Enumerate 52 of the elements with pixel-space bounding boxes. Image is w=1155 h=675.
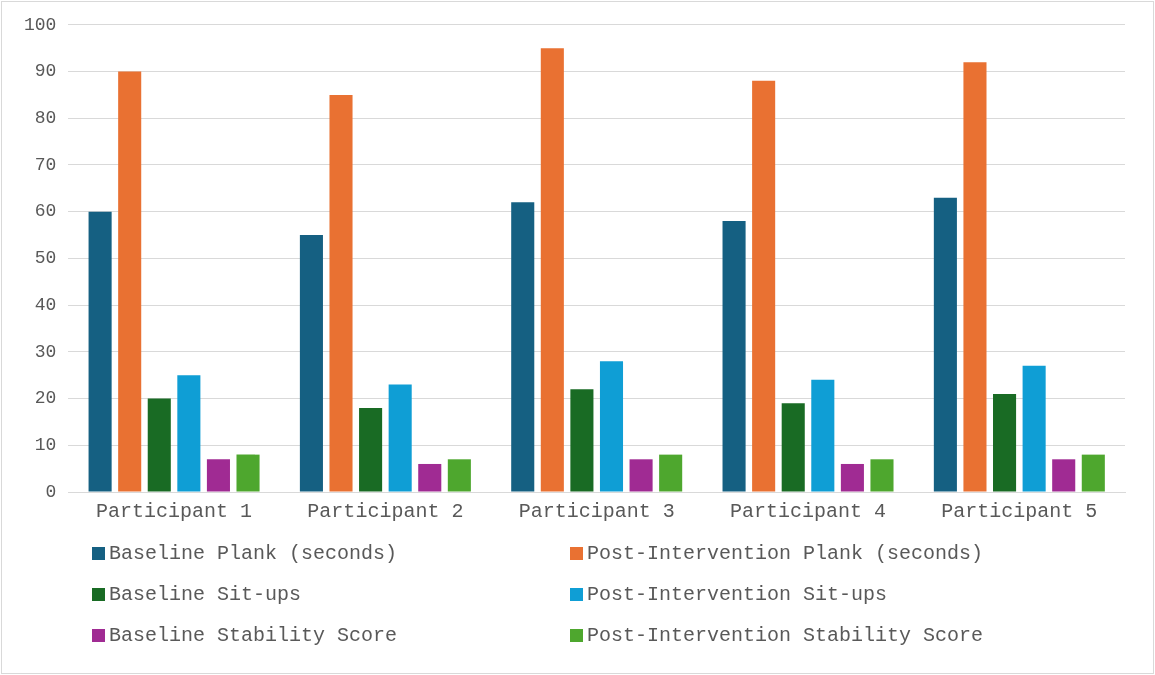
bar [206,459,230,492]
bar [599,361,624,492]
bar [933,197,957,492]
bar [299,235,323,492]
bar [722,221,746,492]
legend-label: Post-Intervention Plank (seconds) [587,542,984,565]
y-tick-label: 30 [34,341,57,362]
bar [236,454,260,492]
x-tick-label: Participant 4 [730,500,887,524]
bar [993,393,1017,492]
bar [629,459,653,492]
y-tick-label: 60 [34,201,57,222]
bar [329,94,353,492]
bar [511,202,535,492]
bar [1081,454,1105,492]
bar [88,211,112,492]
x-tick-label: Participant 1 [96,500,253,524]
bar [870,459,894,492]
y-tick-label: 100 [24,14,57,35]
bar [418,463,442,492]
x-tick-label: Participant 2 [307,500,464,524]
bar [540,48,564,492]
bar [963,62,987,492]
y-tick-label: 70 [34,154,57,175]
legend-label: Baseline Stability Score [109,624,398,647]
bar [840,463,864,492]
x-tick-label: Participant 5 [941,500,1098,524]
y-tick-label: 50 [34,248,57,269]
y-tick-label: 0 [45,481,57,502]
bar [359,407,383,492]
bar [388,384,412,492]
bar [118,71,142,492]
y-tick-label: 40 [34,294,57,315]
y-tick-label: 90 [34,61,57,82]
y-tick-label: 80 [34,108,57,129]
bar [147,398,171,492]
legend-label: Baseline Plank (seconds) [109,542,398,565]
bar [177,375,201,492]
bar [752,80,776,492]
bar [570,389,594,492]
bar [811,379,835,492]
bar [1052,459,1076,492]
x-tick-label: Participant 3 [518,500,675,524]
bar [781,403,805,492]
bar [447,459,471,492]
legend-label: Post-Intervention Stability Score [587,624,984,647]
y-tick-label: 20 [34,388,57,409]
bar [1022,365,1046,492]
y-tick-label: 10 [34,435,57,456]
legend-label: Post-Intervention Sit-ups [587,583,888,606]
legend-label: Baseline Sit-ups [109,583,302,606]
bar [659,454,683,492]
